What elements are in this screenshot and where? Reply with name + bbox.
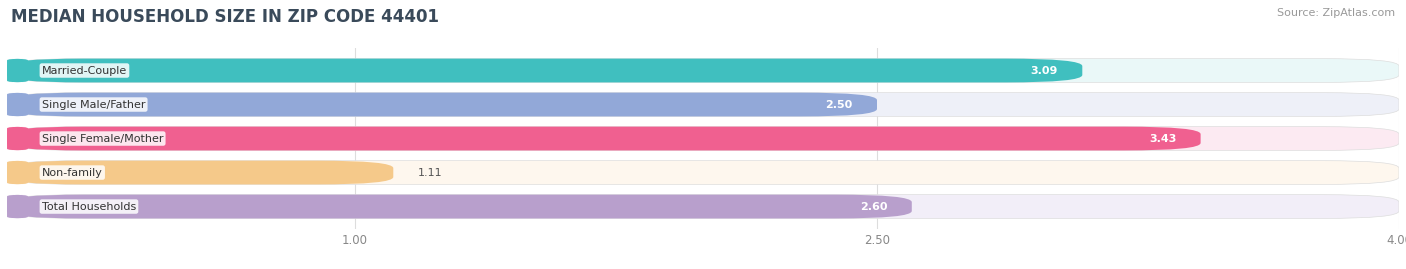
FancyBboxPatch shape (7, 93, 28, 116)
Text: Non-family: Non-family (42, 168, 103, 178)
FancyBboxPatch shape (7, 93, 1399, 116)
FancyBboxPatch shape (7, 59, 28, 82)
FancyBboxPatch shape (7, 59, 1399, 82)
Text: Single Female/Mother: Single Female/Mother (42, 133, 163, 144)
FancyBboxPatch shape (7, 161, 1399, 185)
Text: MEDIAN HOUSEHOLD SIZE IN ZIP CODE 44401: MEDIAN HOUSEHOLD SIZE IN ZIP CODE 44401 (11, 8, 439, 26)
FancyBboxPatch shape (7, 127, 1201, 150)
FancyBboxPatch shape (7, 59, 1083, 82)
Text: 1.11: 1.11 (418, 168, 443, 178)
FancyBboxPatch shape (7, 93, 877, 116)
Text: 3.09: 3.09 (1031, 66, 1057, 76)
Text: Single Male/Father: Single Male/Father (42, 100, 145, 109)
Text: Married-Couple: Married-Couple (42, 66, 127, 76)
Text: 2.60: 2.60 (860, 201, 887, 211)
FancyBboxPatch shape (7, 127, 28, 150)
Text: Source: ZipAtlas.com: Source: ZipAtlas.com (1277, 8, 1395, 18)
FancyBboxPatch shape (7, 161, 28, 185)
Text: 2.50: 2.50 (825, 100, 852, 109)
Text: Total Households: Total Households (42, 201, 136, 211)
Text: 3.43: 3.43 (1149, 133, 1177, 144)
FancyBboxPatch shape (7, 195, 28, 218)
FancyBboxPatch shape (7, 195, 912, 218)
FancyBboxPatch shape (7, 195, 1399, 218)
FancyBboxPatch shape (7, 161, 394, 185)
FancyBboxPatch shape (7, 127, 1399, 150)
